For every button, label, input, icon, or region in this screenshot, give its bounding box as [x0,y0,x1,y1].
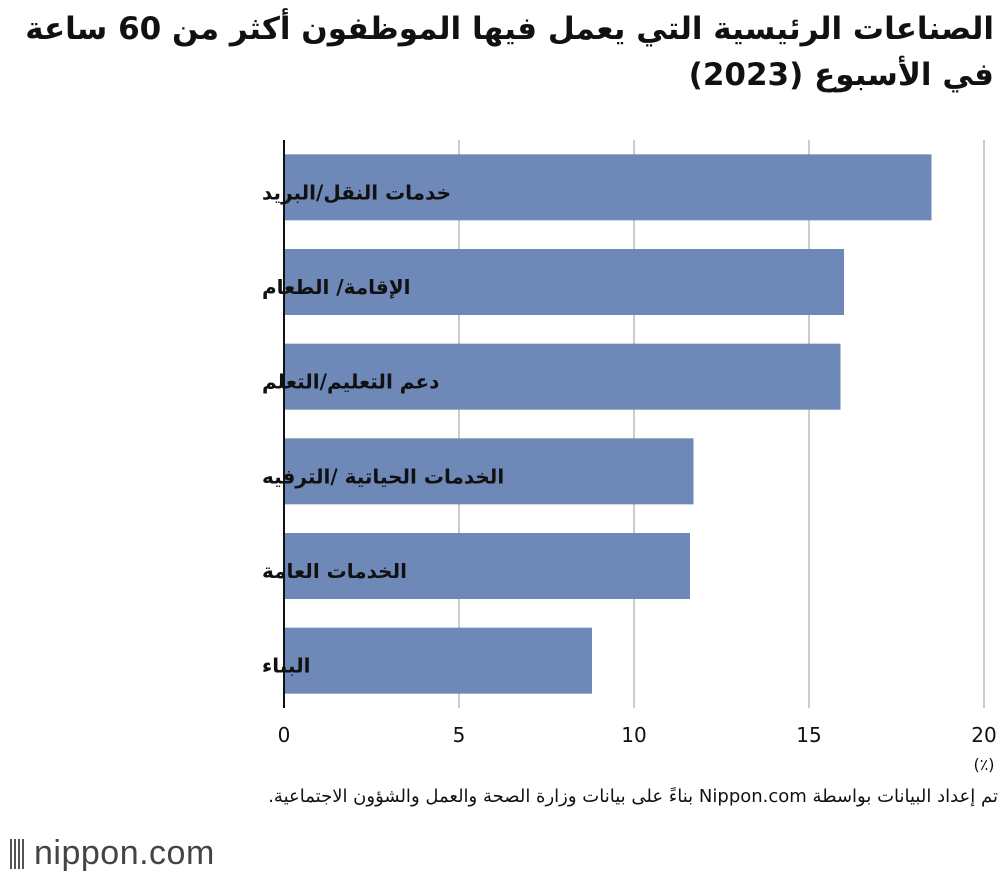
category-label: الإقامة/ الطعام [262,275,410,299]
chart-title: الصناعات الرئيسية التي يعمل فيها الموظفو… [25,11,994,93]
category-label: الخدمات الحياتية /الترفيه [262,464,504,488]
category-label: البناء [262,654,310,678]
bar [284,154,932,221]
nippon-logo-mark-icon [10,838,24,869]
category-label: خدمات النقل/البريد [262,180,451,204]
bar [284,438,694,505]
bar [284,343,841,410]
nippon-logo: nippon.com [10,834,215,873]
bars [284,154,932,694]
x-tick-label: 15 [796,723,821,747]
x-tick-label: 0 [278,723,291,747]
brand-text: nippon.com [34,834,215,872]
category-labels: خدمات النقل/البريد الإقامة/ الطعام دعم الت… [262,180,504,677]
x-tick-label: 5 [453,723,466,747]
x-axis-unit: (٪) [973,755,994,774]
x-tick-label: 10 [621,723,646,747]
category-label: الخدمات العامة [262,559,407,583]
bar [284,627,592,694]
x-tick-label: 20 [971,723,996,747]
category-label: دعم التعليم/التعلم [262,370,439,394]
bar [284,249,844,315]
bar [284,533,690,599]
gridlines [458,140,985,708]
bar-chart: خدمات النقل/البريد الإقامة/ الطعام دعم الت… [262,140,997,774]
source-note: تم إعداد البيانات بواسطة Nippon.com بناء… [268,786,998,807]
x-tick-labels: 0 5 10 15 20 [278,723,997,747]
